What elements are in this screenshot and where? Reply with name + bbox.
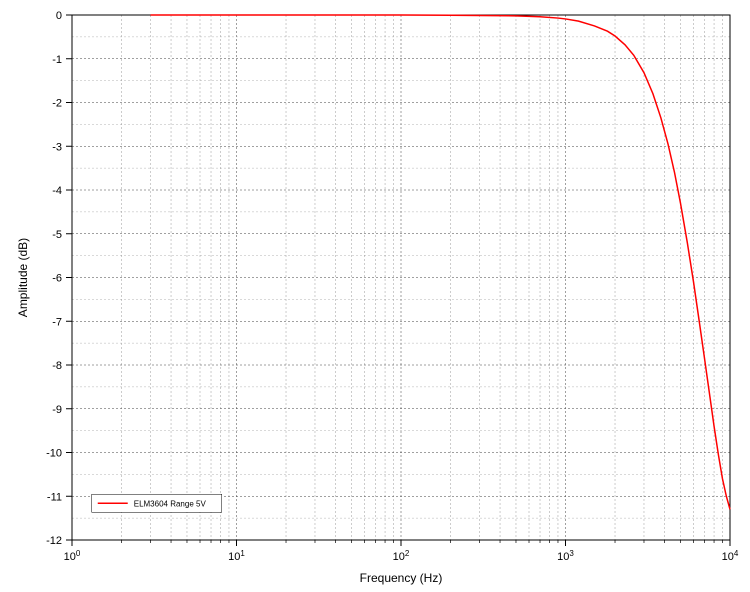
x-axis-label: Frequency (Hz) [360,571,443,585]
x-tick-label: 103 [557,549,574,564]
legend-label: ELM3604 Range 5V [134,499,207,508]
y-tick-label: -2 [52,98,62,110]
y-tick-label: -5 [52,229,62,241]
x-tick-label: 102 [393,549,410,564]
y-tick-label: -1 [52,54,62,66]
y-tick-label: 0 [56,10,62,22]
x-tick-label: 100 [64,549,81,564]
x-tick-label: 101 [228,549,245,564]
x-tick-label: 104 [722,549,739,564]
y-tick-label: -11 [47,491,62,503]
y-tick-label: -3 [52,141,62,153]
chart-svg: 100101102103104-12-11-10-9-8-7-6-5-4-3-2… [0,0,750,592]
y-tick-label: -6 [52,273,62,285]
y-tick-label: -12 [46,535,62,547]
y-tick-label: -4 [52,185,62,197]
y-tick-label: -8 [52,360,62,372]
y-tick-label: -7 [52,316,62,328]
y-tick-label: -9 [52,404,62,416]
y-axis-label: Amplitude (dB) [16,238,30,317]
bode-chart: 100101102103104-12-11-10-9-8-7-6-5-4-3-2… [0,0,750,592]
y-tick-label: -10 [46,448,62,460]
